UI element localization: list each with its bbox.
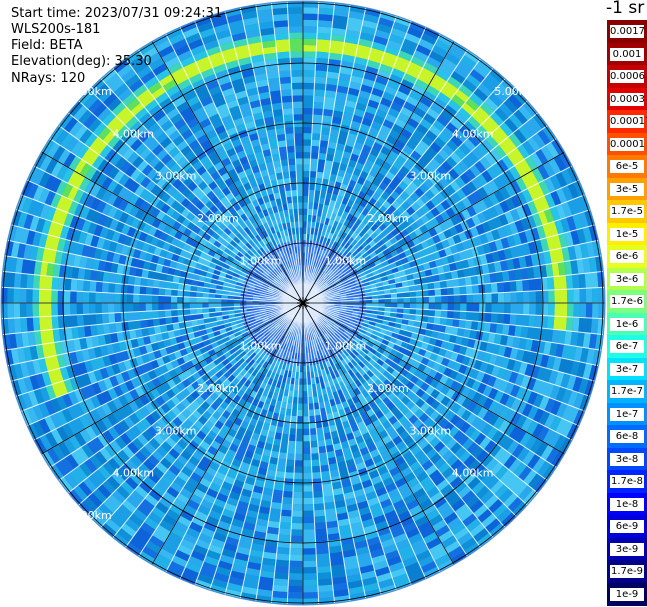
colorbar-segment: 6e-7	[607, 335, 647, 358]
colorbar-segment: 6e-9	[607, 515, 647, 538]
range-label: 4.00km	[452, 127, 494, 140]
elevation-label: Elevation(deg): 35.30	[11, 54, 152, 69]
beta-gate-cells	[1, 11, 599, 598]
nrays-label: NRays: 120	[11, 71, 86, 86]
scope-edge	[0, 0, 606, 606]
colorbar-segment: 3e-5	[607, 177, 647, 201]
colorbar-segment: 3e-8	[607, 447, 647, 471]
range-label: 1.00km	[240, 255, 282, 268]
azimuth-spoke	[302, 302, 455, 565]
range-label: 5.00km	[494, 85, 536, 98]
azimuth-spoke	[302, 41, 455, 304]
colorbar-tick-label: 3e-5	[610, 182, 644, 196]
colorbar-segment: 1.7e-6	[607, 290, 647, 313]
colorbar-tick-label: 1e-5	[610, 227, 644, 241]
colorbar-tick-label: 3e-8	[610, 452, 644, 466]
beta-gate-cells	[1, 4, 589, 604]
colorbar-segment: 1e-9	[607, 582, 647, 606]
colorbar-segment: 1e-8	[607, 492, 647, 516]
colorbar-tick-label: 6e-8	[610, 430, 644, 443]
colorbar-segment: 0.001	[607, 42, 647, 66]
colorbar-segment: 3e-6	[607, 267, 647, 291]
range-label: 2.00km	[197, 212, 239, 225]
colorbar-tick-label: 1.7e-7	[610, 385, 644, 398]
range-label: 1.00km	[325, 255, 367, 268]
colorbar-title: -1 sr	[606, 0, 645, 18]
start-time-label: Start time: 2023/07/31 09:24:31	[11, 6, 223, 21]
range-label: 1.00km	[240, 339, 282, 352]
azimuth-spoke	[151, 41, 304, 304]
colorbar-segment: 1e-6	[607, 312, 647, 336]
colorbar-tick-label: 6e-6	[610, 250, 644, 263]
colorbar-segment: 0.0017	[607, 20, 647, 43]
azimuth-spoke	[302, 151, 565, 304]
beta-gate-cells	[242, 240, 365, 363]
colorbar-segment: 3e-9	[607, 537, 647, 561]
range-label: 2.00km	[367, 212, 409, 225]
range-label: 3.00km	[155, 424, 197, 437]
colorbar-segment: 1e-7	[607, 402, 647, 426]
colorbar-tick-label: 0.0006	[610, 70, 645, 83]
range-label: 2.00km	[197, 382, 239, 395]
colorbar-tick-label: 0.0001	[610, 137, 645, 151]
colorbar-segment: 6e-8	[607, 425, 647, 448]
range-label: 3.00km	[155, 170, 197, 183]
colorbar-tick-label: 1e-7	[610, 407, 644, 421]
colorbar-tick-label: 6e-5	[610, 160, 644, 173]
colorbar-segment: 0.00017	[607, 110, 647, 133]
colorbar-tick-label: 3e-6	[610, 272, 644, 286]
colorbar-segment: 6e-6	[607, 245, 647, 268]
colorbar-tick-label: 1e-9	[610, 587, 644, 601]
colorbar-tick-label: 0.001	[610, 47, 644, 61]
colorbar-tick-label: 0.0003	[610, 92, 645, 106]
colorbar-segment: 1.7e-7	[607, 380, 647, 403]
instrument-label: WLS200s-181	[11, 22, 101, 37]
colorbar-tick-label: 0.00017	[610, 115, 647, 128]
azimuth-spoke	[151, 302, 304, 565]
beta-gate-cells	[10, 7, 605, 599]
range-label: 1.00km	[325, 339, 367, 352]
colorbar-tick-label: 1.7e-8	[610, 475, 644, 488]
colorbar-segment: 6e-5	[607, 155, 647, 178]
colorbar-segment: 0.0003	[607, 87, 647, 111]
colorbar-tick-label: 1e-6	[610, 317, 644, 331]
range-label: 4.00km	[452, 467, 494, 480]
beta-gate-cells	[1, 4, 604, 589]
range-grid	[0, 0, 606, 606]
azimuth-spoke	[41, 151, 304, 304]
colorbar-segment: 1.7e-8	[607, 470, 647, 493]
colorbar-tick-label: 6e-7	[610, 340, 644, 353]
colorbar-tick-label: 3e-9	[610, 542, 644, 556]
range-label: 5.00km	[70, 85, 112, 98]
colorbar-tick-label: 1.7e-5	[610, 205, 644, 218]
colorbar-segment: 1e-5	[607, 222, 647, 246]
range-labels: 1.00km 1.00km 1.00km 1.00km 2.00km 2.00km 2.00…	[70, 85, 536, 522]
range-label: 3.00km	[410, 170, 452, 183]
colorbar-tick-label: 1.7e-9	[610, 565, 644, 578]
colorbar-segment: 3e-7	[607, 357, 647, 381]
azimuth-spoke	[302, 302, 565, 455]
field-label: Field: BETA	[11, 38, 83, 53]
colorbar-tick-label: 3e-7	[610, 362, 644, 376]
range-label: 4.00km	[113, 467, 155, 480]
ppi-scope: 1.00km 1.00km 1.00km 1.00km 2.00km 2.00km 2.00…	[0, 0, 606, 606]
colorbar-tick-label: 6e-9	[610, 520, 644, 533]
colorbar-segment: 0.0006	[607, 65, 647, 88]
center-marker	[297, 297, 309, 309]
beta-gate-cells	[240, 246, 363, 366]
colorbar-tick-label: 1.7e-6	[610, 295, 644, 308]
range-label: 4.00km	[113, 127, 155, 140]
range-label: 2.00km	[367, 382, 409, 395]
colorbar-tick-label: 0.0017	[610, 25, 645, 38]
colorbar-segment: 1.7e-5	[607, 200, 647, 223]
azimuth-spoke	[41, 302, 304, 455]
range-label: 3.00km	[410, 424, 452, 437]
range-label: 5.00km	[70, 509, 112, 522]
colorbar-segment: 0.0001	[607, 132, 647, 156]
colorbar-segment: 1.7e-9	[607, 560, 647, 583]
colorbar-tick-label: 1e-8	[610, 497, 644, 511]
